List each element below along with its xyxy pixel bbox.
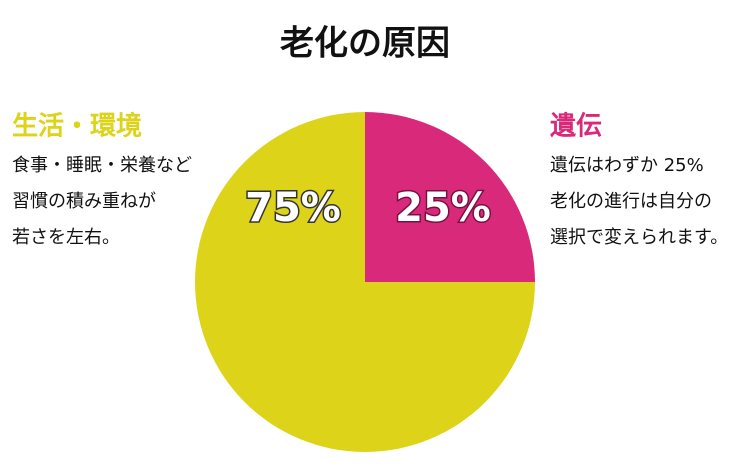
description: 遺伝はわずか 25% (550, 155, 704, 176)
pie-slice (195, 112, 535, 452)
category-heading: 生活・環境 (12, 111, 142, 142)
value-label: 25% (395, 185, 491, 231)
description: 習慣の積み重ねが (12, 191, 156, 212)
description: 若さを左右。 (12, 227, 120, 248)
chart-title: 老化の原因 (280, 24, 450, 64)
pie-slice (365, 112, 535, 282)
description: 老化の進行は自分の (550, 191, 712, 212)
description: 選択で変えられます。 (550, 227, 728, 248)
category-heading: 遺伝 (550, 112, 602, 142)
value-label: 75% (245, 185, 341, 231)
description: 食事・睡眠・栄養など (12, 155, 192, 176)
